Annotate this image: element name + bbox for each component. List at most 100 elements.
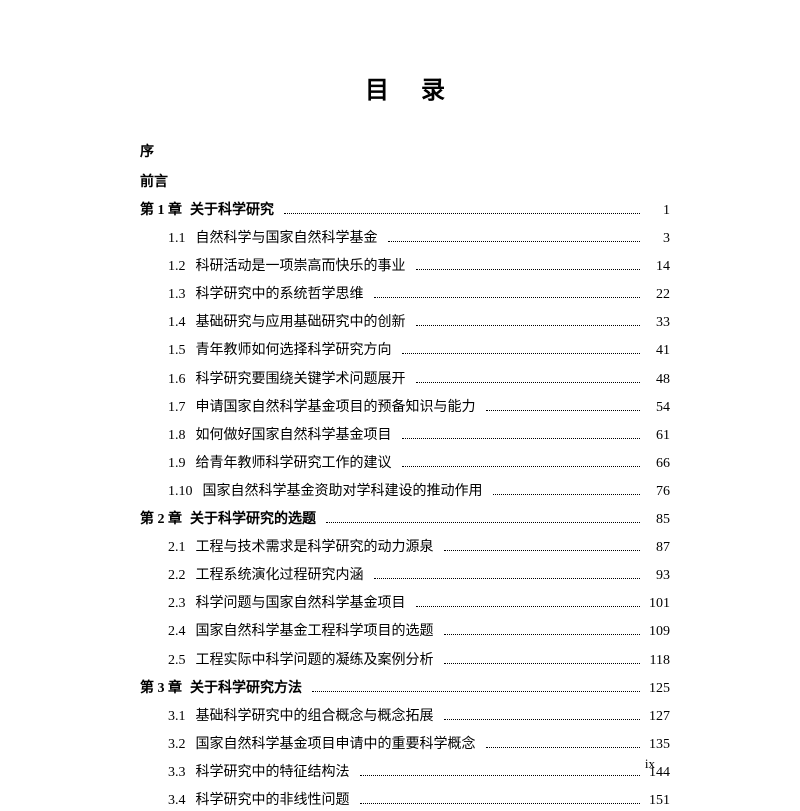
section-number: 2.2	[168, 566, 186, 586]
page-number: 54	[646, 398, 670, 418]
leader-dots	[402, 466, 641, 467]
section-title: 科学研究中的非线性问题	[196, 791, 350, 811]
section-title: 给青年教师科学研究工作的建议	[196, 454, 392, 474]
leader-dots	[444, 663, 641, 664]
page-number: 33	[646, 313, 670, 333]
page-number: 22	[646, 285, 670, 305]
toc-section-row: 3.2国家自然科学基金项目申请中的重要科学概念135	[140, 735, 670, 755]
toc-section-row: 3.1基础科学研究中的组合概念与概念拓展127	[140, 707, 670, 727]
page-number: 101	[646, 594, 670, 614]
section-number: 2.5	[168, 651, 186, 671]
section-number: 2.1	[168, 538, 186, 558]
toc-chapter-row: 第 3 章关于科学研究方法 125	[140, 679, 670, 699]
page-number: 41	[646, 341, 670, 361]
toc-section-row: 1.3科学研究中的系统哲学思维22	[140, 285, 670, 305]
leader-dots	[284, 213, 640, 214]
toc-section-row: 3.3科学研究中的特征结构法144	[140, 763, 670, 783]
section-title: 自然科学与国家自然科学基金	[196, 229, 378, 249]
section-title: 国家自然科学基金工程科学项目的选题	[196, 622, 434, 642]
section-title: 工程实际中科学问题的凝练及案例分析	[196, 651, 434, 671]
page-number: 1	[646, 201, 670, 221]
toc-section-row: 1.9 给青年教师科学研究工作的建议 66	[140, 454, 670, 474]
leader-dots	[402, 353, 641, 354]
toc-section-row: 2.1 工程与技术需求是科学研究的动力源泉 87	[140, 538, 670, 558]
section-title: 国家自然科学基金资助对学科建设的推动作用	[203, 482, 483, 502]
leader-dots	[416, 325, 641, 326]
leader-dots	[388, 241, 641, 242]
preface-block: 序前言	[140, 141, 670, 191]
leader-dots	[444, 634, 641, 635]
toc-chapter-row: 第 1 章关于科学研究 1	[140, 201, 670, 221]
section-title: 基础科学研究中的组合概念与概念拓展	[196, 707, 434, 727]
section-number: 1.4	[168, 313, 186, 333]
section-title: 科学问题与国家自然科学基金项目	[196, 594, 406, 614]
leader-dots	[360, 775, 641, 776]
chapter-title: 关于科学研究	[190, 201, 274, 221]
section-number: 1.10	[168, 482, 193, 502]
section-title: 科学研究要围绕关键学术问题展开	[196, 370, 406, 390]
chapter-title: 关于科学研究的选题	[190, 510, 316, 530]
leader-dots	[493, 494, 641, 495]
section-number: 2.4	[168, 622, 186, 642]
chapter-number: 第 1 章	[140, 201, 182, 221]
toc-section-row: 2.5 工程实际中科学问题的凝练及案例分析 118	[140, 651, 670, 671]
page-number: 61	[646, 426, 670, 446]
toc-title: 目录	[140, 70, 670, 105]
page-number: 3	[646, 229, 670, 249]
page-number: 87	[646, 538, 670, 558]
section-title: 如何做好国家自然科学基金项目	[196, 426, 392, 446]
page-number: 76	[646, 482, 670, 502]
toc-section-row: 1.10 国家自然科学基金资助对学科建设的推动作用 76	[140, 482, 670, 502]
section-number: 2.3	[168, 594, 186, 614]
section-title: 国家自然科学基金项目申请中的重要科学概念	[196, 735, 476, 755]
leader-dots	[416, 606, 641, 607]
toc-section-row: 1.6 科学研究要围绕关键学术问题展开 48	[140, 370, 670, 390]
leader-dots	[360, 803, 641, 804]
leader-dots	[312, 691, 640, 692]
section-number: 1.8	[168, 426, 186, 446]
page-footer: ix	[645, 756, 655, 772]
page-number: 85	[646, 510, 670, 530]
preface-line: 序	[140, 141, 670, 161]
toc-section-row: 1.5 青年教师如何选择科学研究方向 41	[140, 341, 670, 361]
toc-section-row: 2.3 科学问题与国家自然科学基金项目 101	[140, 594, 670, 614]
section-number: 1.5	[168, 341, 186, 361]
section-title: 科研活动是一项崇高而快乐的事业	[196, 257, 406, 277]
section-title: 基础研究与应用基础研究中的创新	[196, 313, 406, 333]
leader-dots	[416, 382, 641, 383]
toc-section-row: 2.2 工程系统演化过程研究内涵 93	[140, 566, 670, 586]
page-number: 125	[646, 679, 670, 699]
chapter-number: 第 3 章	[140, 679, 182, 699]
chapter-number: 第 2 章	[140, 510, 182, 530]
page-number: 127	[646, 707, 670, 727]
toc-section-row: 1.2科研活动是一项崇高而快乐的事业14	[140, 257, 670, 277]
section-number: 1.6	[168, 370, 186, 390]
leader-dots	[444, 719, 641, 720]
chapter-title: 关于科学研究方法	[190, 679, 302, 699]
section-number: 3.3	[168, 763, 186, 783]
page-number: 151	[646, 791, 670, 811]
leader-dots	[374, 578, 641, 579]
section-title: 申请国家自然科学基金项目的预备知识与能力	[196, 398, 476, 418]
toc-section-row: 1.1 自然科学与国家自然科学基金 3	[140, 229, 670, 249]
leader-dots	[374, 297, 641, 298]
page-number: 48	[646, 370, 670, 390]
section-title: 科学研究中的特征结构法	[196, 763, 350, 783]
leader-dots	[486, 747, 641, 748]
page-number: 93	[646, 566, 670, 586]
section-title: 工程与技术需求是科学研究的动力源泉	[196, 538, 434, 558]
page-number: 135	[646, 735, 670, 755]
section-number: 1.9	[168, 454, 186, 474]
page-number: 118	[646, 651, 670, 671]
section-title: 工程系统演化过程研究内涵	[196, 566, 364, 586]
leader-dots	[444, 550, 641, 551]
section-title: 青年教师如何选择科学研究方向	[196, 341, 392, 361]
section-number: 1.1	[168, 229, 186, 249]
page-number: 66	[646, 454, 670, 474]
toc-chapter-row: 第 2 章关于科学研究的选题 85	[140, 510, 670, 530]
toc-section-row: 1.8 如何做好国家自然科学基金项目 61	[140, 426, 670, 446]
section-number: 1.2	[168, 257, 186, 277]
toc-list: 第 1 章关于科学研究 1 1.1 自然科学与国家自然科学基金 3 1.2 科研活动是一项崇…	[140, 201, 670, 811]
toc-section-row: 1.7 申请国家自然科学基金项目的预备知识与能力 54	[140, 398, 670, 418]
section-number: 1.7	[168, 398, 186, 418]
